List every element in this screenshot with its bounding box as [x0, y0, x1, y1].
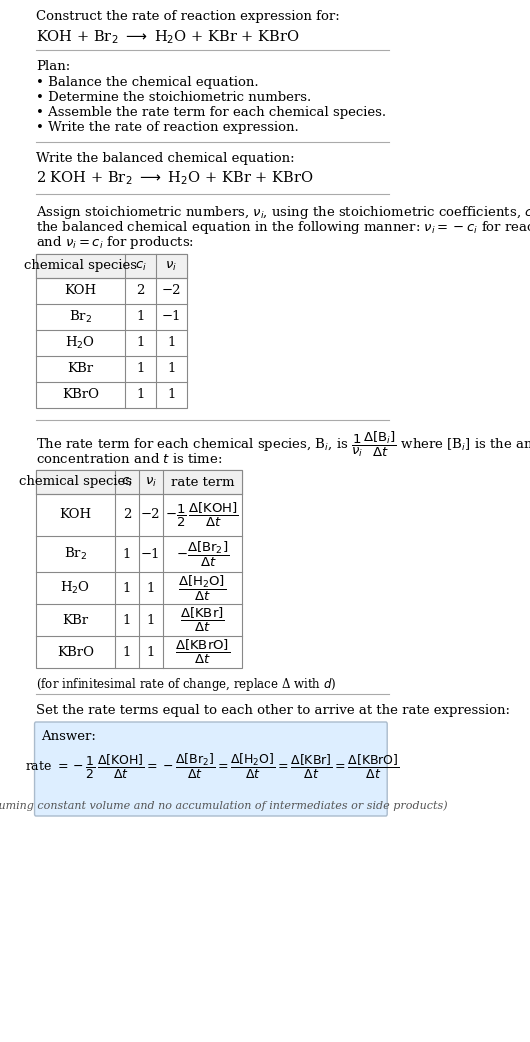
Text: 1: 1 [167, 337, 175, 349]
Text: H$_2$O: H$_2$O [60, 580, 91, 596]
Text: 1: 1 [136, 363, 145, 375]
Text: 1: 1 [136, 311, 145, 323]
Text: • Write the rate of reaction expression.: • Write the rate of reaction expression. [36, 121, 299, 134]
Text: chemical species: chemical species [24, 259, 137, 273]
Text: KBrO: KBrO [57, 645, 94, 659]
Bar [36, 254, 187, 408]
Text: Construct the rate of reaction expression for:: Construct the rate of reaction expressio… [36, 10, 340, 23]
Text: −1: −1 [162, 311, 181, 323]
Text: 1: 1 [147, 645, 155, 659]
Text: 1: 1 [122, 581, 131, 595]
Text: $\dfrac{\Delta[\mathrm{KBr}]}{\Delta t}$: $\dfrac{\Delta[\mathrm{KBr}]}{\Delta t}$ [180, 606, 225, 635]
Text: $\nu_i$: $\nu_i$ [165, 259, 178, 273]
Text: $c_i$: $c_i$ [121, 475, 132, 489]
Text: $\dfrac{\Delta[\mathrm{H_2O}]}{\Delta t}$: $\dfrac{\Delta[\mathrm{H_2O}]}{\Delta t}… [178, 573, 226, 602]
Text: KBr: KBr [67, 363, 94, 375]
Text: 2 KOH + Br$_2$ $\longrightarrow$ H$_2$O + KBr + KBrO: 2 KOH + Br$_2$ $\longrightarrow$ H$_2$O … [36, 169, 313, 187]
Text: 1: 1 [167, 363, 175, 375]
Text: 1: 1 [136, 337, 145, 349]
Text: 1: 1 [147, 614, 155, 626]
Text: concentration and $t$ is time:: concentration and $t$ is time: [36, 452, 223, 466]
Text: chemical species: chemical species [19, 475, 132, 489]
Text: 1: 1 [122, 547, 131, 561]
Text: KBr: KBr [63, 614, 89, 626]
Text: • Determine the stoichiometric numbers.: • Determine the stoichiometric numbers. [36, 91, 311, 104]
Bar [36, 470, 242, 668]
Text: KOH + Br$_2$ $\longrightarrow$ H$_2$O + KBr + KBrO: KOH + Br$_2$ $\longrightarrow$ H$_2$O + … [36, 28, 299, 46]
FancyBboxPatch shape [34, 722, 387, 816]
Text: Plan:: Plan: [36, 60, 70, 73]
Text: 2: 2 [122, 508, 131, 521]
Text: $c_i$: $c_i$ [135, 259, 146, 273]
Text: $-\dfrac{\Delta[\mathrm{Br}_2]}{\Delta t}$: $-\dfrac{\Delta[\mathrm{Br}_2]}{\Delta t… [175, 540, 229, 569]
Text: (for infinitesimal rate of change, replace Δ with $d$): (for infinitesimal rate of change, repla… [36, 676, 337, 693]
Text: KBrO: KBrO [62, 389, 99, 401]
Text: Write the balanced chemical equation:: Write the balanced chemical equation: [36, 152, 295, 165]
Text: rate term: rate term [171, 475, 234, 489]
Text: −2: −2 [141, 508, 161, 521]
Text: −1: −1 [141, 547, 161, 561]
Text: (assuming constant volume and no accumulation of intermediates or side products): (assuming constant volume and no accumul… [0, 800, 448, 811]
Text: 1: 1 [122, 645, 131, 659]
Text: H$_2$O: H$_2$O [66, 334, 95, 351]
Text: Answer:: Answer: [41, 730, 96, 743]
Text: 1: 1 [167, 389, 175, 401]
Text: $\dfrac{\Delta[\mathrm{KBrO}]}{\Delta t}$: $\dfrac{\Delta[\mathrm{KBrO}]}{\Delta t}… [175, 638, 230, 666]
Text: the balanced chemical equation in the following manner: $\nu_i = -c_i$ for react: the balanced chemical equation in the fo… [36, 219, 530, 235]
Bar [36, 254, 187, 278]
Bar [36, 470, 242, 494]
Text: 1: 1 [122, 614, 131, 626]
Text: • Balance the chemical equation.: • Balance the chemical equation. [36, 76, 259, 89]
Text: • Assemble the rate term for each chemical species.: • Assemble the rate term for each chemic… [36, 106, 386, 119]
Text: KOH: KOH [65, 284, 96, 298]
Text: 1: 1 [136, 389, 145, 401]
Text: Assign stoichiometric numbers, $\nu_i$, using the stoichiometric coefficients, $: Assign stoichiometric numbers, $\nu_i$, … [36, 204, 530, 221]
Text: $-\dfrac{1}{2}\,\dfrac{\Delta[\mathrm{KOH}]}{\Delta t}$: $-\dfrac{1}{2}\,\dfrac{\Delta[\mathrm{KO… [165, 501, 239, 529]
Text: 1: 1 [147, 581, 155, 595]
Text: −2: −2 [162, 284, 181, 298]
Text: Set the rate terms equal to each other to arrive at the rate expression:: Set the rate terms equal to each other t… [36, 704, 510, 717]
Text: $\nu_i$: $\nu_i$ [145, 475, 157, 489]
Text: 2: 2 [136, 284, 145, 298]
Text: Br$_2$: Br$_2$ [69, 308, 92, 325]
Text: The rate term for each chemical species, B$_i$, is $\dfrac{1}{\nu_i}\dfrac{\Delt: The rate term for each chemical species,… [36, 430, 530, 460]
Text: rate $= -\dfrac{1}{2}\,\dfrac{\Delta[\mathrm{KOH}]}{\Delta t} = -\dfrac{\Delta[\: rate $= -\dfrac{1}{2}\,\dfrac{\Delta[\ma… [25, 751, 400, 780]
Text: KOH: KOH [59, 508, 92, 521]
Text: and $\nu_i = c_i$ for products:: and $\nu_i = c_i$ for products: [36, 234, 194, 251]
Text: Br$_2$: Br$_2$ [64, 546, 87, 562]
